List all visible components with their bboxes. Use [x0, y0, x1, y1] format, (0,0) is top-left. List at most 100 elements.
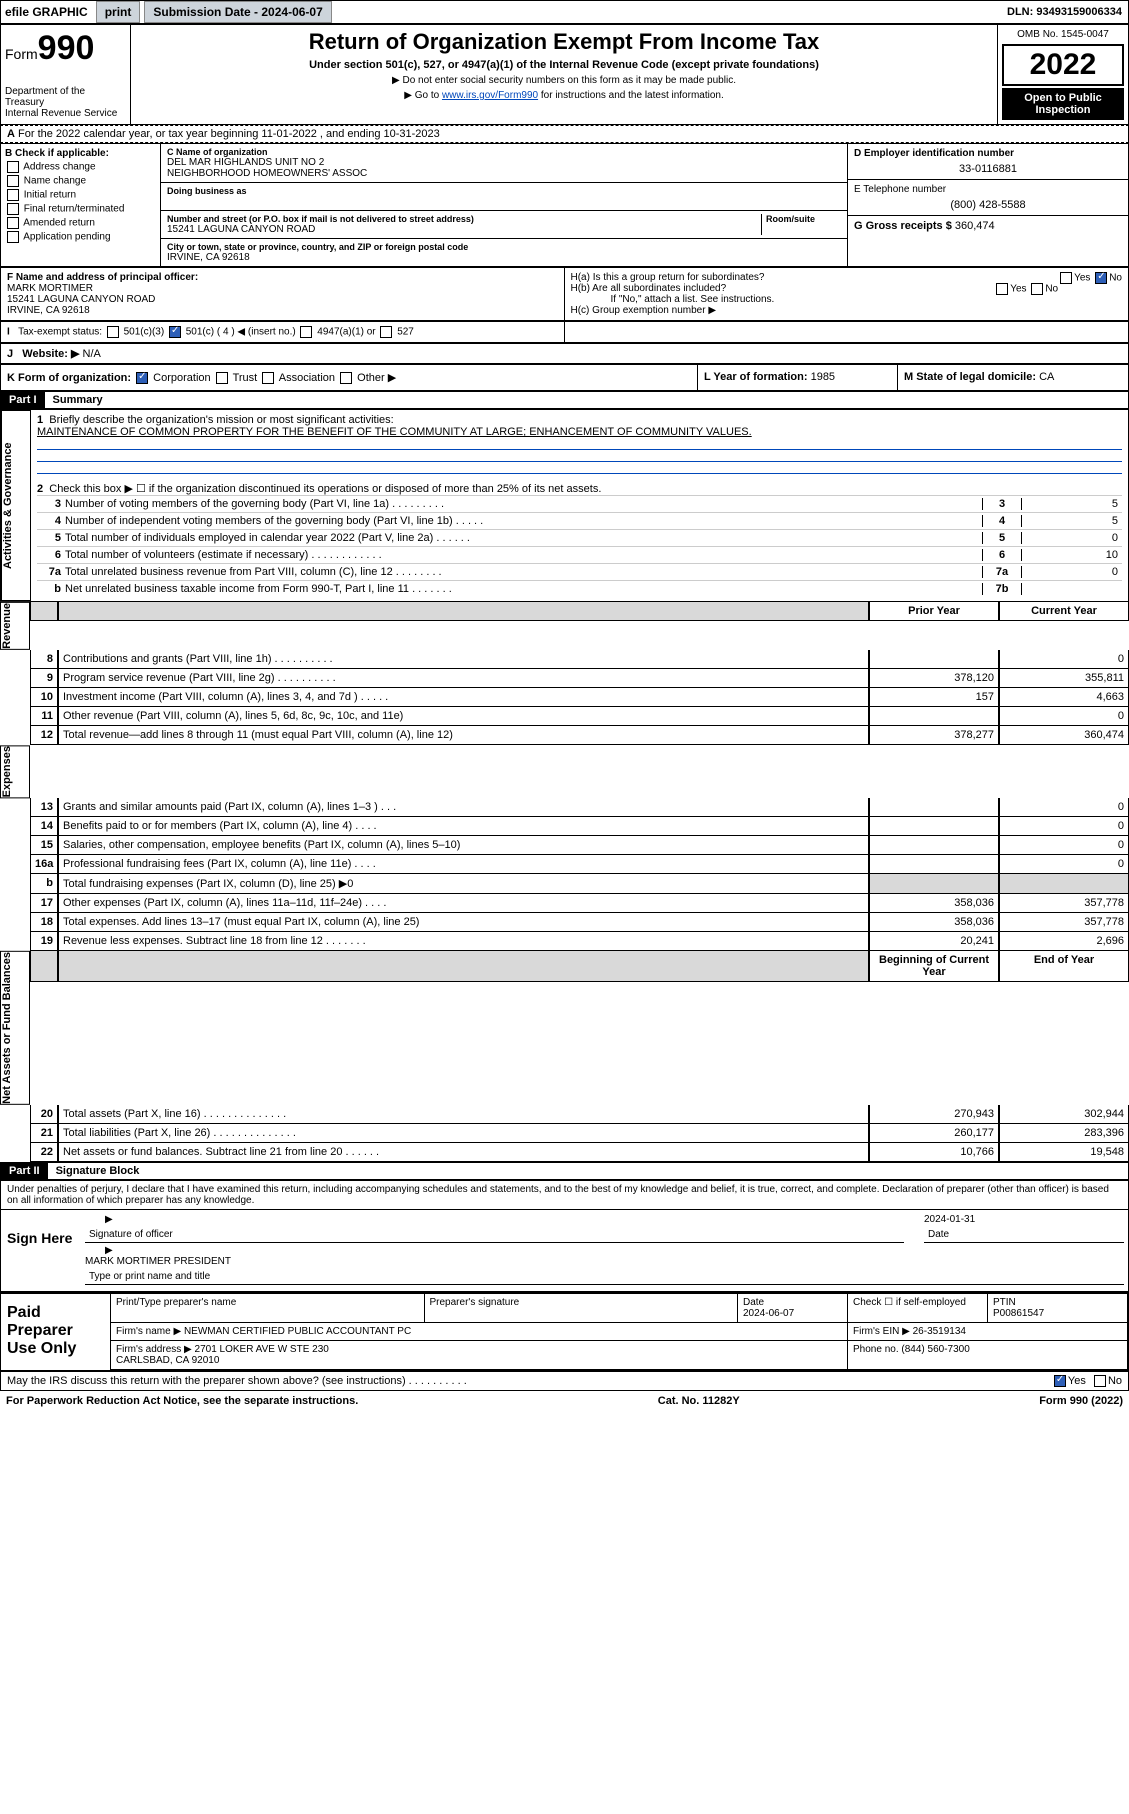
line-num: 11 — [30, 707, 58, 726]
line-text: Total fundraising expenses (Part IX, col… — [58, 874, 869, 894]
firm-ein-label: Firm's EIN ▶ — [853, 1326, 910, 1337]
d-label: D Employer identification number — [854, 148, 1122, 159]
curr-val: 0 — [999, 650, 1129, 669]
prior-val: 157 — [869, 688, 999, 707]
prep-check: Check ☐ if self-employed — [848, 1294, 988, 1322]
l1-value: MAINTENANCE OF COMMON PROPERTY FOR THE B… — [37, 426, 1122, 438]
l1-label: Briefly describe the organization's miss… — [49, 414, 393, 426]
prior-val: 260,177 — [869, 1124, 999, 1143]
firm-phone: (844) 560-7300 — [901, 1344, 969, 1355]
line-box: 5 — [982, 532, 1022, 544]
curr-val: 283,396 — [999, 1124, 1129, 1143]
part1-header: Part I Summary — [0, 391, 1129, 409]
line-box: 7b — [982, 583, 1022, 595]
chk-app-pending[interactable]: Application pending — [5, 231, 156, 243]
col-prior: Prior Year — [869, 602, 999, 621]
dba-label: Doing business as — [167, 186, 841, 196]
line-box: 3 — [982, 498, 1022, 510]
sig-name: MARK MORTIMER PRESIDENT — [85, 1256, 1124, 1267]
note2a: ▶ Go to — [404, 90, 442, 101]
chk-address-change[interactable]: Address change — [5, 161, 156, 173]
row-a-tax-year: A For the 2022 calendar year, or tax yea… — [0, 125, 1129, 143]
org-name: DEL MAR HIGHLANDS UNIT NO 2 NEIGHBORHOOD… — [167, 157, 841, 179]
submission-date-button[interactable]: Submission Date - 2024-06-07 — [144, 1, 331, 23]
org-city: IRVINE, CA 92618 — [167, 252, 841, 263]
line-num: 20 — [30, 1105, 58, 1124]
prior-val — [869, 798, 999, 817]
expenses-grid: Expenses — [0, 745, 1129, 798]
col-h: H(a) Is this a group return for subordin… — [565, 268, 1129, 320]
line-text: Professional fundraising fees (Part IX, … — [58, 855, 869, 874]
prep-date-label: Date — [743, 1297, 764, 1308]
line-text: Total assets (Part X, line 16) . . . . .… — [58, 1105, 869, 1124]
line-box: 7a — [982, 566, 1022, 578]
sig-name-label: Type or print name and title — [85, 1269, 1124, 1285]
line-text: Contributions and grants (Part VIII, lin… — [58, 650, 869, 669]
form-big: 990 — [38, 29, 95, 67]
curr-val: 2,696 — [999, 932, 1129, 951]
prior-val: 378,277 — [869, 726, 999, 745]
ptin-label: PTIN — [993, 1297, 1016, 1308]
open-public-badge: Open to Public Inspection — [1002, 88, 1124, 120]
addr-label: Number and street (or P.O. box if mail i… — [167, 214, 761, 224]
line-num: 22 — [30, 1143, 58, 1162]
chk-amended[interactable]: Amended return — [5, 217, 156, 229]
line-val: 0 — [1022, 566, 1122, 578]
line-val — [1022, 583, 1122, 595]
header-center: Return of Organization Exempt From Incom… — [131, 25, 998, 124]
l-label: L Year of formation: — [704, 371, 808, 383]
sig-date: 2024-01-31 — [924, 1214, 1124, 1225]
curr-val: 0 — [999, 798, 1129, 817]
line-text: Benefits paid to or for members (Part IX… — [58, 817, 869, 836]
line-num: 9 — [30, 669, 58, 688]
omb-label: OMB No. 1545-0047 — [1002, 29, 1124, 40]
line-text: Other revenue (Part VIII, column (A), li… — [58, 707, 869, 726]
ein-value: 33-0116881 — [854, 163, 1122, 175]
i-527: 527 — [397, 327, 414, 338]
chk-final-return[interactable]: Final return/terminated — [5, 203, 156, 215]
line-num: 6 — [37, 549, 65, 561]
l2-label: Check this box ▶ ☐ if the organization d… — [49, 483, 601, 495]
prior-val: 378,120 — [869, 669, 999, 688]
m-label: M State of legal domicile: — [904, 371, 1036, 383]
chk-name-change[interactable]: Name change — [5, 175, 156, 187]
hb-note: If "No," attach a list. See instructions… — [571, 294, 1123, 305]
instructions-link[interactable]: www.irs.gov/Form990 — [442, 90, 538, 101]
print-button[interactable]: print — [96, 1, 141, 23]
curr-val: 0 — [999, 836, 1129, 855]
form-header: Form990 Department of the Treasury Inter… — [0, 24, 1129, 125]
line-num: 16a — [30, 855, 58, 874]
note-link: ▶ Go to www.irs.gov/Form990 for instruct… — [135, 90, 993, 101]
header-right: OMB No. 1545-0047 2022 Open to Public In… — [998, 25, 1128, 124]
line-num: 19 — [30, 932, 58, 951]
line-val: 0 — [1022, 532, 1122, 544]
prior-val: 20,241 — [869, 932, 999, 951]
col-c: C Name of organization DEL MAR HIGHLANDS… — [161, 144, 848, 266]
signature-block: Sign Here ▶ Signature of officer 2024-01… — [0, 1209, 1129, 1293]
side-netassets: Net Assets or Fund Balances — [0, 951, 30, 1105]
line-text: Net unrelated business taxable income fr… — [65, 583, 982, 595]
part2-title: Signature Block — [48, 1163, 148, 1179]
revenue-grid: Revenue Prior Year Current Year — [0, 602, 1129, 650]
chk-initial-return[interactable]: Initial return — [5, 189, 156, 201]
firm-ein: 26-3519134 — [913, 1326, 966, 1337]
i-501c: 501(c) ( 4 ) ◀ (insert no.) — [186, 327, 296, 338]
prep-sig-label: Preparer's signature — [425, 1294, 739, 1322]
tax-year: 2022 — [1002, 44, 1124, 86]
prior-val: 358,036 — [869, 913, 999, 932]
row-j: J Website: ▶ N/A — [0, 343, 1129, 364]
l-value: 1985 — [811, 371, 835, 383]
line-num: b — [30, 874, 58, 894]
line-num: 7a — [37, 566, 65, 578]
line-val: 5 — [1022, 498, 1122, 510]
firm-name-label: Firm's name ▶ — [116, 1326, 181, 1337]
dln-label: DLN: 93493159006334 — [1007, 6, 1128, 18]
curr-val: 4,663 — [999, 688, 1129, 707]
firm-addr-label: Firm's address ▶ — [116, 1344, 192, 1355]
k-trust: Trust — [233, 372, 258, 384]
curr-val: 0 — [999, 817, 1129, 836]
line-text: Investment income (Part VIII, column (A)… — [58, 688, 869, 707]
k-corp: Corporation — [153, 372, 210, 384]
i-501c3: 501(c)(3) — [124, 327, 165, 338]
side-governance: Activities & Governance — [1, 410, 31, 601]
